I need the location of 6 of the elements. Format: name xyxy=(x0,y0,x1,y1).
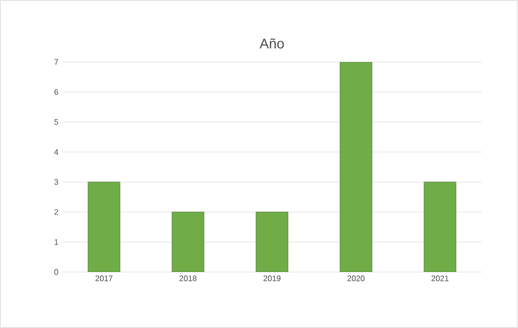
bar xyxy=(424,182,456,272)
bar xyxy=(172,212,204,272)
bar xyxy=(88,182,120,272)
bar xyxy=(256,212,288,272)
chart-title: Año xyxy=(260,38,284,49)
bar xyxy=(340,62,372,272)
